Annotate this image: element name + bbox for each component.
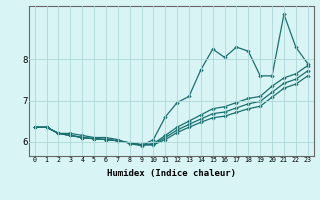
X-axis label: Humidex (Indice chaleur): Humidex (Indice chaleur) — [107, 169, 236, 178]
